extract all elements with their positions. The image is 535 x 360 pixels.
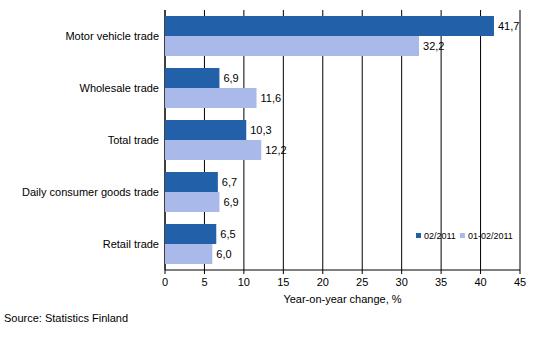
tick-label: 30 [396, 276, 408, 288]
source-note: Source: Statistics Finland [4, 312, 128, 324]
tick-mark [480, 270, 481, 274]
data-labels: 41,7 32,2 6,9 11,6 10,3 12,2 6,7 6,9 6,5 6,0 [216, 20, 519, 260]
tick-mark [401, 270, 402, 274]
bar [165, 224, 216, 244]
legend-swatch [460, 233, 465, 238]
category-label: Total trade [108, 134, 159, 146]
category-label: Motor vehicle trade [65, 30, 159, 42]
data-label: 10,3 [250, 124, 271, 136]
data-label: 6,7 [222, 176, 237, 188]
tick-label: 35 [435, 276, 447, 288]
tick-label: 20 [317, 276, 329, 288]
tick-label: 5 [201, 276, 207, 288]
data-label: 11,6 [261, 92, 282, 104]
legend-label: 01-02/2011 [468, 231, 513, 241]
tick-mark [204, 270, 205, 274]
tick-mark [362, 270, 363, 274]
bar [165, 88, 257, 108]
grid-line [520, 10, 521, 270]
bars [165, 16, 494, 264]
data-label: 6,9 [223, 196, 238, 208]
tick-label: 0 [162, 276, 168, 288]
bar [165, 192, 219, 212]
tick-mark [520, 270, 521, 274]
tick-mark [322, 270, 323, 274]
chart: 0 5 10 15 20 25 30 35 40 45 41,7 32,2 6,9 11,6 10,3 12,… [0, 0, 535, 360]
tick-label: 45 [514, 276, 526, 288]
x-axis [165, 270, 520, 271]
legend-swatch [416, 233, 421, 238]
data-label: 6,5 [220, 228, 235, 240]
tick-label: 15 [277, 276, 289, 288]
bar [165, 140, 261, 160]
data-label: 12,2 [265, 144, 286, 156]
bar [165, 120, 246, 140]
tick-mark [283, 270, 284, 274]
legend: 02/2011 01-02/2011 [416, 231, 513, 241]
data-label: 41,7 [498, 20, 519, 32]
tick-mark [165, 270, 166, 274]
legend-label: 02/2011 [424, 231, 456, 241]
data-label: 6,0 [216, 248, 231, 260]
tick-mark [243, 270, 244, 274]
tick-label: 25 [356, 276, 368, 288]
tick-mark [441, 270, 442, 274]
tick-label: 10 [238, 276, 250, 288]
data-label: 6,9 [223, 72, 238, 84]
category-label: Wholesale trade [80, 82, 160, 94]
tick-label: 40 [474, 276, 486, 288]
x-axis-label: Year-on-year change, % [283, 293, 401, 305]
bar [165, 36, 419, 56]
bar [165, 68, 219, 88]
bar [165, 172, 218, 192]
bar [165, 244, 212, 264]
category-label: Daily consumer goods trade [22, 186, 159, 198]
category-label: Retail trade [103, 238, 159, 250]
data-label: 32,2 [423, 40, 444, 52]
bar [165, 16, 494, 36]
